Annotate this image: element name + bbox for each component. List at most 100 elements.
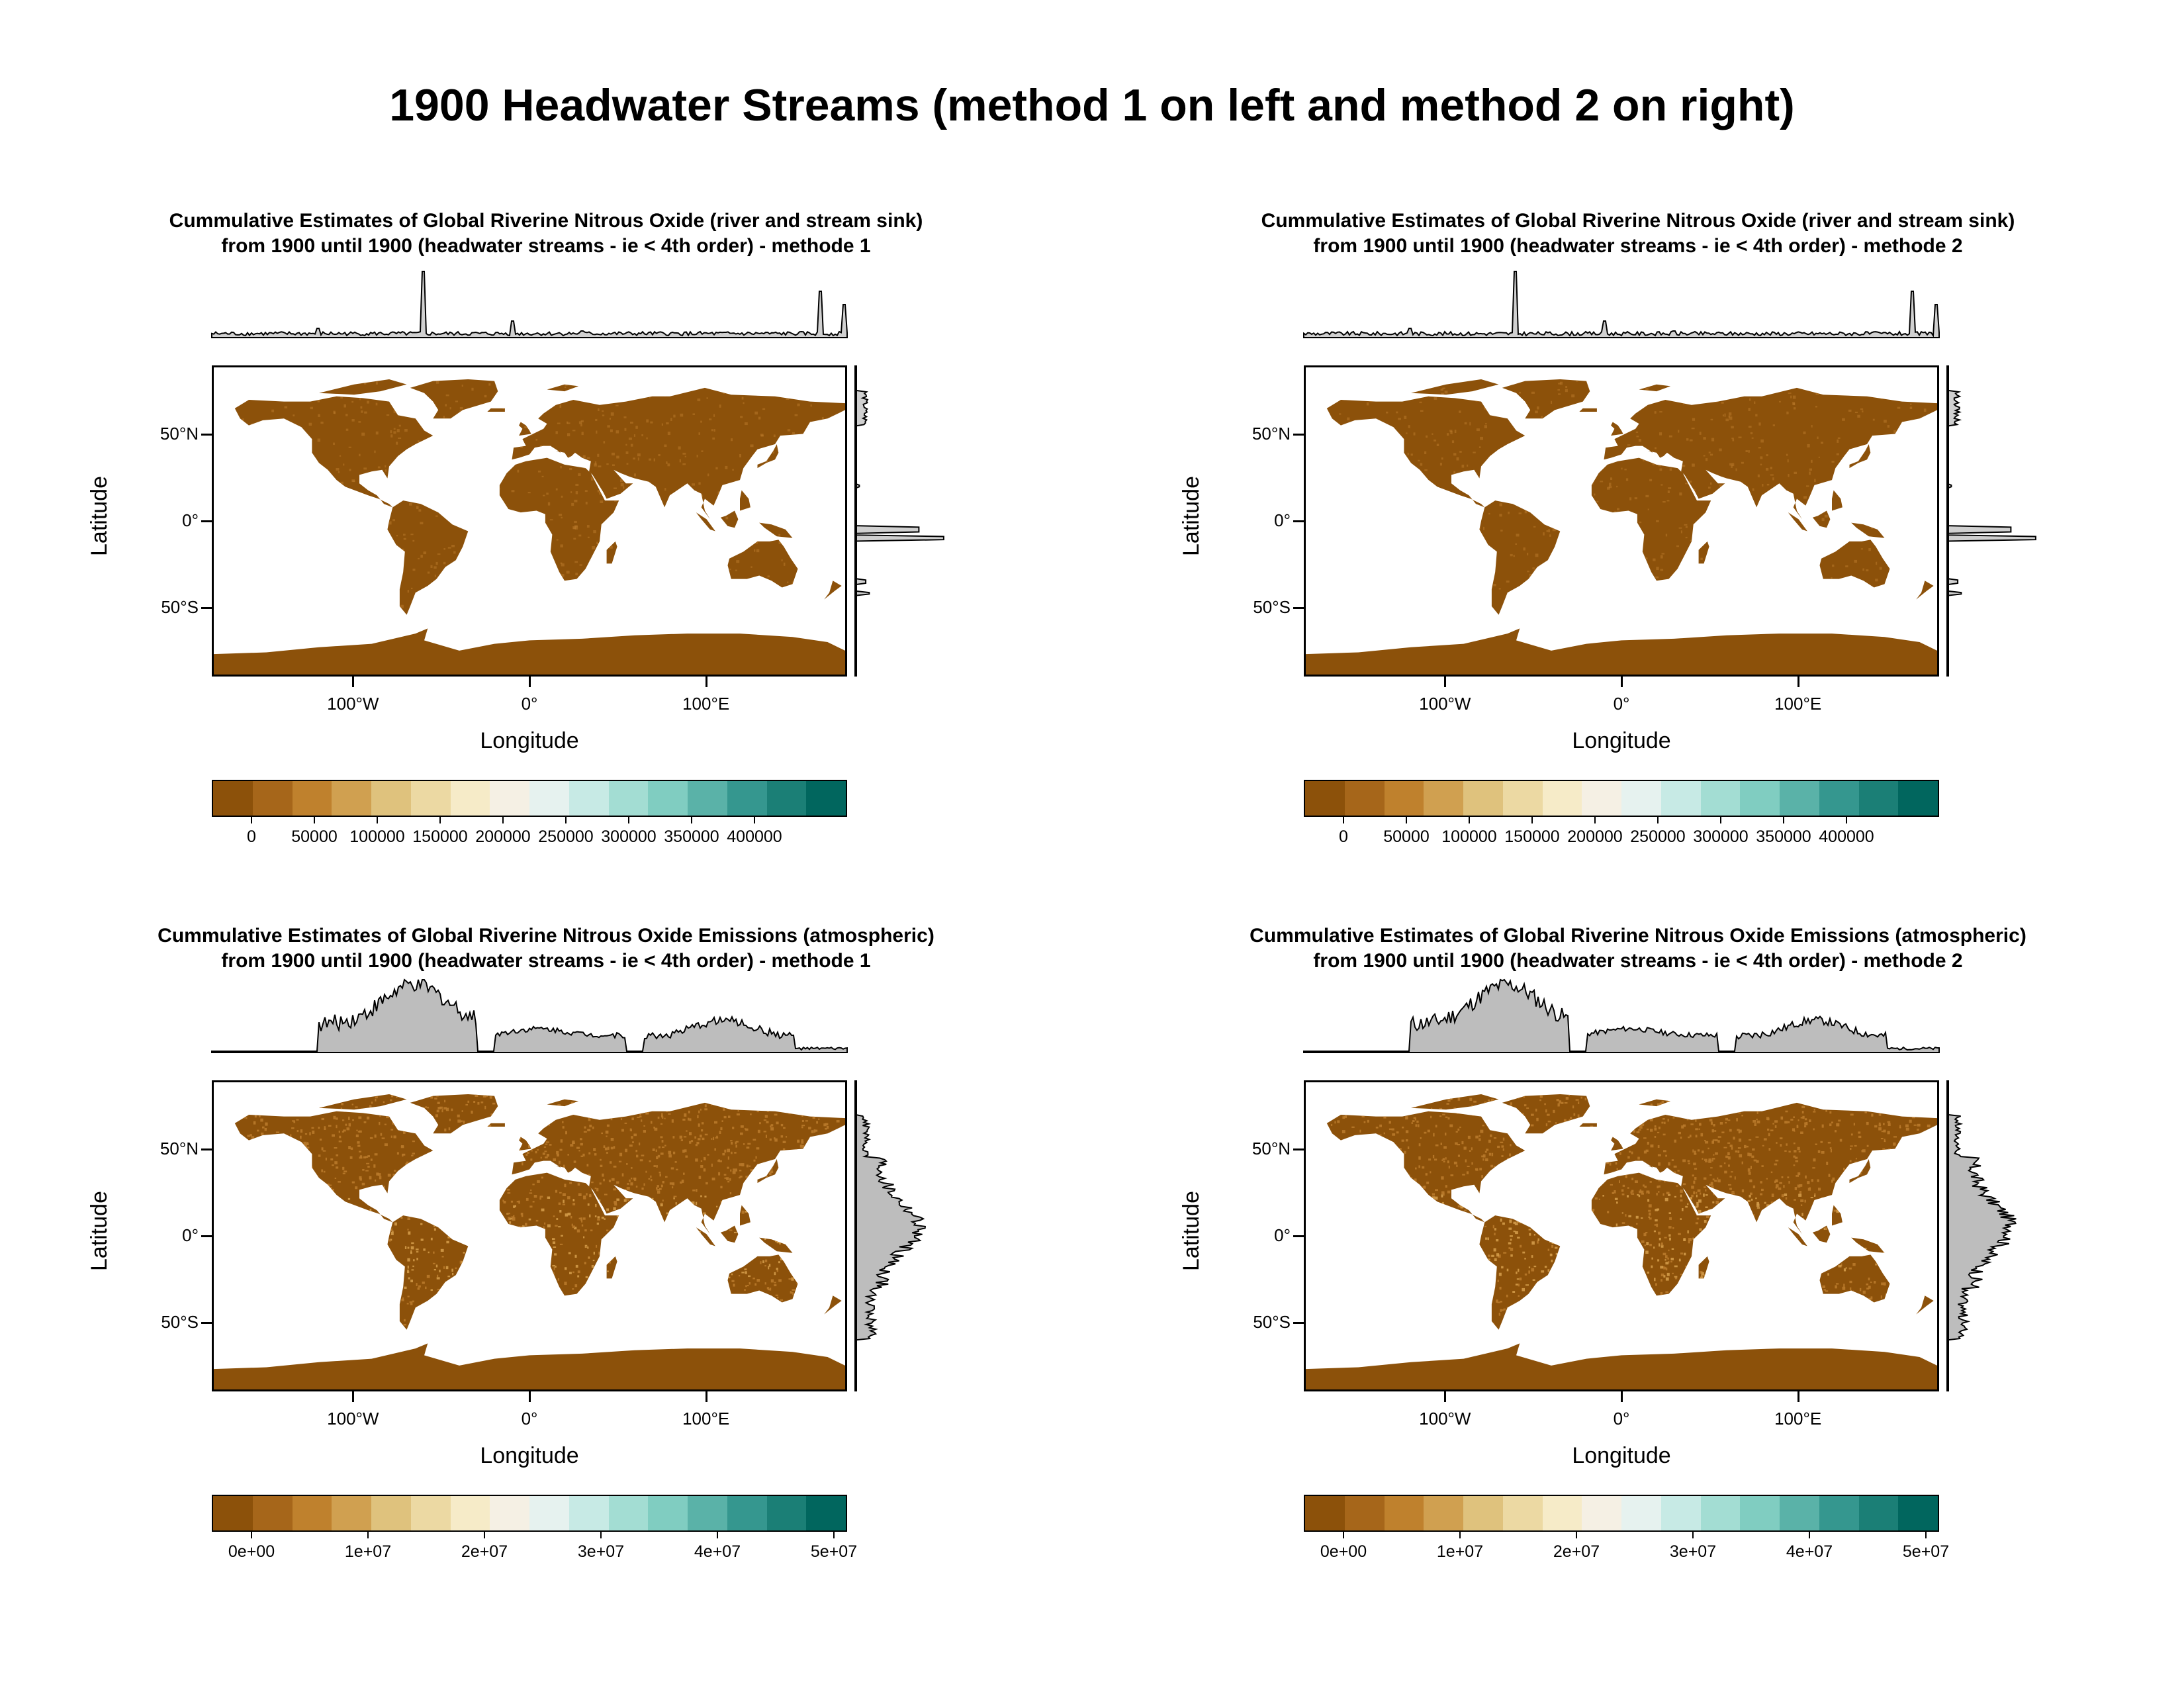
landmass-arcticIsles (1411, 379, 1499, 395)
lat-tick (201, 606, 212, 609)
colorbar-swatch (1424, 781, 1463, 816)
lon-tick (352, 677, 355, 687)
landmass-uk (519, 422, 531, 436)
panel-title-line1: Cummulative Estimates of Global Riverine… (158, 925, 934, 947)
colorbar-swatch (648, 1496, 688, 1530)
x-axis-title: Longitude (1572, 728, 1671, 753)
colorbar-tick (1846, 817, 1847, 823)
colorbar-swatch (1463, 781, 1503, 816)
colorbar-swatch (1740, 1496, 1780, 1530)
lat-tick (201, 1149, 212, 1151)
landmass-arcticIsles (319, 1094, 407, 1110)
y-axis-title: Latitude (1179, 476, 1204, 556)
lon-tick (1621, 677, 1623, 687)
landmass-southAmerica (387, 1215, 469, 1330)
landmass-antarctica (1306, 628, 1937, 675)
landmass-sumatra (696, 512, 715, 532)
colorbar-swatch (1780, 1496, 1819, 1530)
lat-tick-label: 50°S (1253, 596, 1291, 617)
colorbar-swatch (529, 1496, 569, 1530)
colorbar-swatch (688, 1496, 727, 1530)
colorbar-swatch (766, 1496, 807, 1530)
colorbar (212, 780, 847, 817)
colorbar-swatch (1700, 781, 1741, 816)
colorbar-tick (367, 1532, 369, 1538)
lat-tick-label: 50°S (161, 1311, 199, 1332)
landmass-borneo (1812, 510, 1831, 528)
colorbar-swatch (213, 1496, 253, 1530)
landmass-philippines (1832, 1205, 1843, 1226)
colorbar-swatch (410, 1496, 451, 1530)
colorbar-label: 300000 (601, 827, 657, 846)
colorbar-tick (691, 817, 692, 823)
lon-tick (705, 677, 707, 687)
colorbar-tick (565, 817, 567, 823)
landmass-uk (1611, 422, 1623, 436)
landmass-northAmerica (1326, 1111, 1525, 1223)
lat-tick-label: 50°N (1251, 1139, 1291, 1159)
landmass-northAmerica (234, 396, 433, 508)
landmass-southAmerica (1479, 1215, 1561, 1330)
landmass-madagascar (606, 1256, 617, 1279)
longitude-marginal-profile (211, 978, 848, 1053)
colorbar-label: 0e+00 (1320, 1542, 1367, 1561)
colorbar-tick (1783, 817, 1784, 823)
colorbar-label: 150000 (1504, 827, 1560, 846)
panel-title: Cummulative Estimates of Global Riverine… (1092, 923, 2184, 974)
colorbar (1304, 1495, 1939, 1532)
landmass-philippines (1832, 490, 1843, 511)
landmass-japan (1849, 444, 1871, 469)
map-frame (1304, 1080, 1939, 1391)
colorbar-swatch (450, 1496, 490, 1530)
landmass-antarctica (214, 628, 845, 675)
colorbar-tick (1594, 817, 1596, 823)
colorbar-swatch (1542, 781, 1582, 816)
colorbar-swatch (410, 781, 451, 816)
lat-tick-label: 50°S (1253, 1311, 1291, 1332)
colorbar-label: 5e+07 (810, 1542, 858, 1561)
landmass-svalbard (1639, 1099, 1671, 1107)
colorbar-label: 0e+00 (228, 1542, 275, 1561)
landmass-antarctica (214, 1343, 845, 1389)
panel-title-line2: from 1900 until 1900 (headwater streams … (221, 950, 871, 972)
landmass-sumatra (1788, 512, 1807, 532)
colorbar-label: 400000 (1819, 827, 1874, 846)
landmass-uk (519, 1137, 531, 1151)
x-axis-title: Longitude (1572, 1443, 1671, 1468)
colorbar-swatch (1344, 781, 1385, 816)
colorbar-tick (628, 817, 629, 823)
landmass-australia (727, 539, 798, 588)
colorbar-tick (502, 817, 504, 823)
colorbar-label: 0 (247, 827, 256, 846)
lon-tick (1444, 677, 1447, 687)
colorbar-tick (754, 817, 755, 823)
landmass-iceland (487, 1123, 505, 1127)
colorbar-tick (1343, 817, 1344, 823)
lon-tick-label: 100°E (682, 1409, 730, 1429)
landmass-greenland (410, 379, 498, 419)
lat-tick (201, 1235, 212, 1237)
colorbar-swatch (608, 781, 649, 816)
landmass-australia (1819, 539, 1890, 588)
colorbar-label: 400000 (727, 827, 782, 846)
colorbar-label: 5e+07 (1902, 1542, 1950, 1561)
colorbar-swatch (1858, 1496, 1899, 1530)
landmass-iceland (1579, 1123, 1597, 1127)
landmass-greenland (1502, 379, 1590, 419)
y-axis-title: Latitude (87, 476, 112, 556)
colorbar (212, 1495, 847, 1532)
colorbar-swatch (806, 781, 846, 816)
lat-tick-label: 0° (182, 1225, 199, 1245)
colorbar-tick (484, 1532, 485, 1538)
colorbar-label: 2e+07 (461, 1542, 508, 1561)
y-axis-title: Latitude (87, 1191, 112, 1271)
map-panel-1: Cummulative Estimates of Global Riverine… (0, 192, 1092, 900)
lat-tick (1293, 434, 1304, 436)
latitude-marginal-profile (854, 1080, 926, 1391)
landmass-newZealand (1916, 581, 1934, 600)
map-frame (1304, 365, 1939, 677)
landmass-japan (1849, 1159, 1871, 1184)
lat-tick-label: 0° (182, 510, 199, 530)
colorbar-swatch (490, 781, 529, 816)
colorbar-tick (1406, 817, 1407, 823)
